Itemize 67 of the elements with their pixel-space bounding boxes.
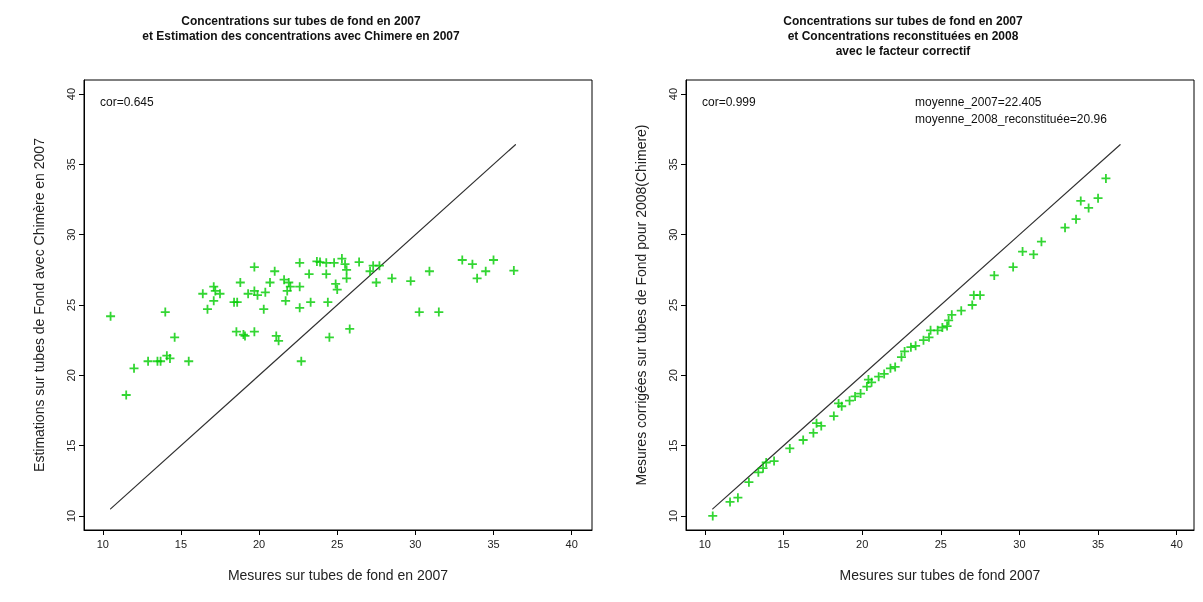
x-tick-label: 25 — [934, 537, 947, 550]
chart-title: Concentrations sur tubes de fond en 2007 et Estimation des concentrations avec Chimere en 2007 — [142, 13, 461, 43]
point — [798, 435, 808, 445]
point — [932, 325, 942, 335]
point — [1075, 196, 1085, 206]
y-tick-label: 20 — [64, 369, 77, 382]
point — [923, 332, 933, 342]
point — [828, 411, 838, 421]
point — [1008, 262, 1018, 272]
y-tick-label: 10 — [666, 509, 678, 523]
point — [890, 362, 900, 372]
point — [879, 369, 889, 379]
point — [905, 342, 915, 352]
x-tick-label: 20 — [855, 537, 868, 550]
point — [942, 321, 952, 331]
point — [975, 290, 985, 300]
x-tick-label: 40 — [1170, 537, 1183, 550]
y-tick-label: 35 — [666, 158, 678, 171]
y-tick-label: 40 — [64, 87, 77, 101]
annotation: moyenne_2008_reconstituée=20.96 — [914, 112, 1107, 126]
y-tick-label: 25 — [64, 298, 77, 312]
point — [769, 456, 779, 466]
y-tick-label: 15 — [64, 439, 77, 452]
y-tick-label: 30 — [64, 228, 77, 241]
y-tick-label: 40 — [666, 87, 678, 101]
x-tick-label: 15 — [776, 537, 790, 550]
y-axis-title: Mesures corrigées sur tubes de Fond pour 2008(Chimere) — [632, 124, 649, 486]
x-tick-label: 30 — [1012, 537, 1026, 550]
point — [707, 511, 717, 521]
x-tick-label: 15 — [174, 537, 188, 550]
x-tick-label: 25 — [331, 537, 344, 550]
point — [725, 497, 735, 507]
point — [1093, 193, 1103, 203]
point — [956, 306, 966, 316]
point — [873, 372, 883, 382]
point — [910, 341, 920, 351]
x-tick-label: 10 — [698, 537, 711, 550]
y-tick-label: 20 — [666, 369, 678, 382]
point — [1083, 203, 1093, 213]
x-tick-label: 35 — [1091, 537, 1104, 550]
x-tick-label: 40 — [565, 537, 578, 550]
point — [753, 467, 763, 477]
x-axis-title: Mesures sur tubes de fond en 2007 — [227, 567, 449, 583]
point — [946, 310, 956, 320]
annotation: cor=0.645 — [100, 95, 155, 109]
point — [743, 477, 753, 487]
y-tick-label: 30 — [666, 228, 678, 241]
x-axis-title: Mesures sur tubes de fond 2007 — [839, 567, 1041, 583]
x-tick-label: 20 — [252, 537, 266, 550]
annotation: cor=0.999 — [701, 95, 756, 109]
point — [967, 300, 977, 310]
x-tick-label: 35 — [487, 537, 500, 550]
x-tick-label: 10 — [96, 537, 109, 550]
y-tick-label: 15 — [666, 439, 678, 452]
point — [732, 493, 742, 503]
y-tick-label: 25 — [666, 298, 678, 312]
point — [808, 428, 818, 438]
chart-title: Concentrations sur tubes de fond en 2007 et Concentrations reconstituées en 2008 avec le facteur correctif — [782, 13, 1023, 58]
y-tick-label: 10 — [64, 509, 77, 523]
point — [1071, 214, 1081, 224]
x-tick-label: 30 — [409, 537, 422, 550]
point — [816, 421, 826, 431]
point — [1060, 223, 1070, 233]
annotation: moyenne_2007=22.405 — [914, 95, 1042, 109]
y-axis-title: Estimations sur tubes de Fond avec Chimère en 2007 — [31, 137, 47, 472]
point — [758, 463, 768, 473]
y-tick-label: 35 — [64, 158, 77, 171]
